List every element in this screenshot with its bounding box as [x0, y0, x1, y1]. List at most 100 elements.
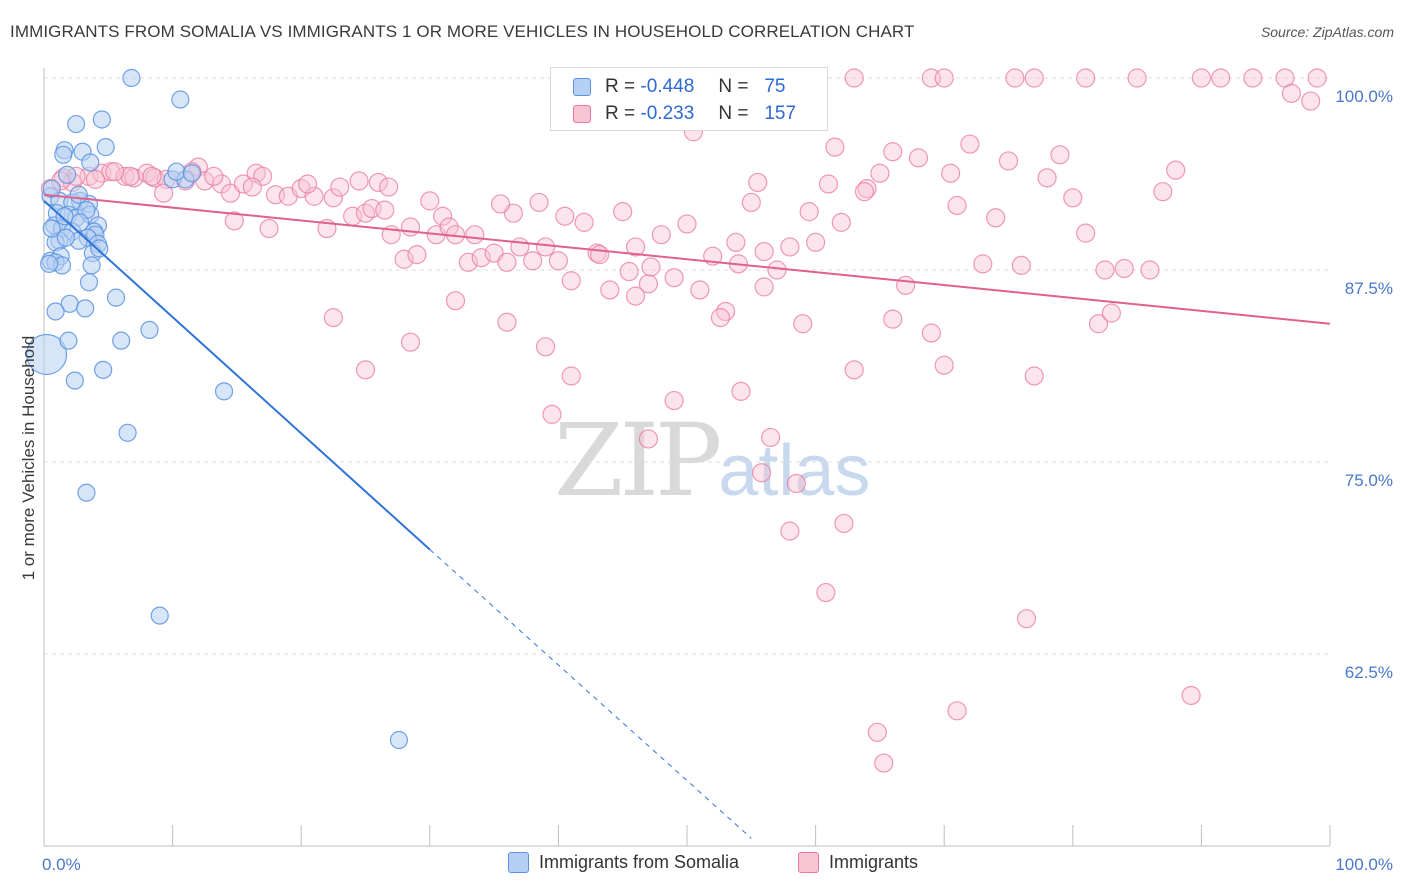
immigrants-point: [85, 169, 106, 189]
immigrants-point: [741, 192, 761, 213]
immigrants-point: [818, 174, 839, 194]
somalia-point: [214, 382, 234, 401]
immigrants-point: [375, 200, 395, 220]
somalia-point: [42, 219, 61, 238]
immigrants-point: [1011, 255, 1031, 275]
somalia-point: [140, 320, 159, 340]
immigrants-point: [589, 245, 610, 265]
immigrants-point: [664, 390, 684, 411]
immigrants-point: [400, 332, 421, 352]
immigrants-point: [710, 308, 731, 328]
immigrants-point: [677, 214, 697, 234]
immigrants-point: [780, 521, 800, 541]
immigrants-point: [1005, 68, 1025, 88]
y-tick-label: 75.0%: [1345, 471, 1393, 490]
somalia-point: [96, 138, 115, 157]
immigrants-point: [1140, 260, 1160, 280]
immigrants-point: [298, 174, 318, 194]
immigrants-point: [641, 257, 661, 277]
series-somalia-points: [25, 68, 409, 750]
somalia-point: [389, 730, 409, 750]
immigrants-point: [1211, 68, 1231, 88]
immigrants-point: [304, 186, 324, 206]
immigrants-point: [1166, 160, 1186, 180]
immigrants-point: [1153, 182, 1173, 202]
immigrants-point: [458, 252, 478, 272]
y-tick-label: 62.5%: [1345, 663, 1393, 682]
regression-lines: [43, 193, 1331, 839]
immigrants-point: [120, 166, 140, 186]
immigrants-point: [1307, 68, 1327, 88]
immigrants-point: [1016, 609, 1037, 629]
immigrants-point: [613, 202, 633, 222]
legend-r-label: R =: [605, 76, 636, 97]
immigrants-point: [445, 291, 466, 311]
immigrants-point: [793, 314, 813, 334]
grid-lines: [44, 77, 1330, 655]
immigrants-point: [973, 254, 993, 274]
immigrants-point: [1101, 303, 1121, 323]
immigrants-point: [368, 172, 388, 193]
somalia-point: [55, 207, 74, 226]
immigrants-point: [947, 195, 967, 216]
somalia-point: [92, 110, 111, 129]
x-tick-labels: 0.0% 100.0%: [42, 855, 1393, 874]
somalia-point: [58, 165, 77, 184]
immigrants-point: [754, 241, 774, 262]
immigrants-point: [224, 211, 244, 231]
legend-row-immigrants: R = -0.233 N = 157: [551, 100, 796, 128]
immigrants-point: [379, 177, 399, 197]
immigrants-point: [1127, 68, 1147, 88]
immigrants-point: [883, 309, 903, 329]
somalia-point: [106, 288, 126, 307]
immigrants-point: [497, 312, 517, 332]
immigrants-point: [523, 251, 543, 271]
immigrants-point: [715, 301, 736, 322]
immigrants-point: [355, 360, 376, 380]
immigrants-point: [1076, 223, 1096, 243]
somalia-point: [56, 228, 75, 247]
immigrants-point: [497, 252, 517, 272]
immigrants-point: [726, 232, 746, 252]
y-tick-label: 87.5%: [1345, 279, 1393, 298]
somalia-point: [59, 331, 78, 350]
immigrants-point: [883, 142, 903, 162]
immigrants-point: [816, 582, 836, 603]
immigrants-point: [998, 151, 1019, 171]
immigrants-point: [1181, 685, 1201, 706]
immigrants-point: [548, 251, 569, 271]
x-tick-label: 100.0%: [1335, 855, 1393, 874]
somalia-point: [112, 331, 131, 350]
somalia-point: [67, 114, 86, 134]
somalia-point: [77, 483, 96, 502]
legend-r-value: -0.448: [640, 76, 695, 97]
immigrants-point: [625, 237, 646, 257]
immigrants-point: [204, 166, 224, 186]
somalia-point: [70, 213, 90, 232]
immigrants-point: [1024, 68, 1044, 88]
somalia-point: [81, 153, 100, 172]
immigrants-point: [751, 463, 772, 483]
immigrants-point: [105, 162, 125, 182]
immigrants-point: [574, 212, 594, 232]
immigrants-point: [767, 260, 787, 280]
legend-n-value: 157: [764, 103, 797, 124]
somalia-point: [118, 423, 137, 442]
immigrants-point: [896, 275, 916, 295]
immigrants-point: [323, 188, 343, 208]
watermark-main: ZIP: [554, 402, 722, 519]
immigrants-point: [600, 280, 620, 300]
immigrants-point: [921, 323, 941, 343]
immigrants-point: [844, 360, 864, 380]
immigrants-point: [1281, 83, 1302, 103]
immigrants-point: [555, 206, 575, 226]
somalia-point: [76, 299, 95, 318]
x-tick-label: 0.0%: [42, 855, 81, 874]
immigrants-point: [471, 248, 491, 268]
legend-row-somalia: R = -0.448 N = 75: [551, 73, 785, 101]
bottom-legend-somalia: Immigrants from Somalia: [508, 852, 739, 873]
immigrants-point: [638, 274, 659, 294]
immigrants-point: [854, 182, 875, 202]
immigrants-point: [874, 753, 894, 773]
